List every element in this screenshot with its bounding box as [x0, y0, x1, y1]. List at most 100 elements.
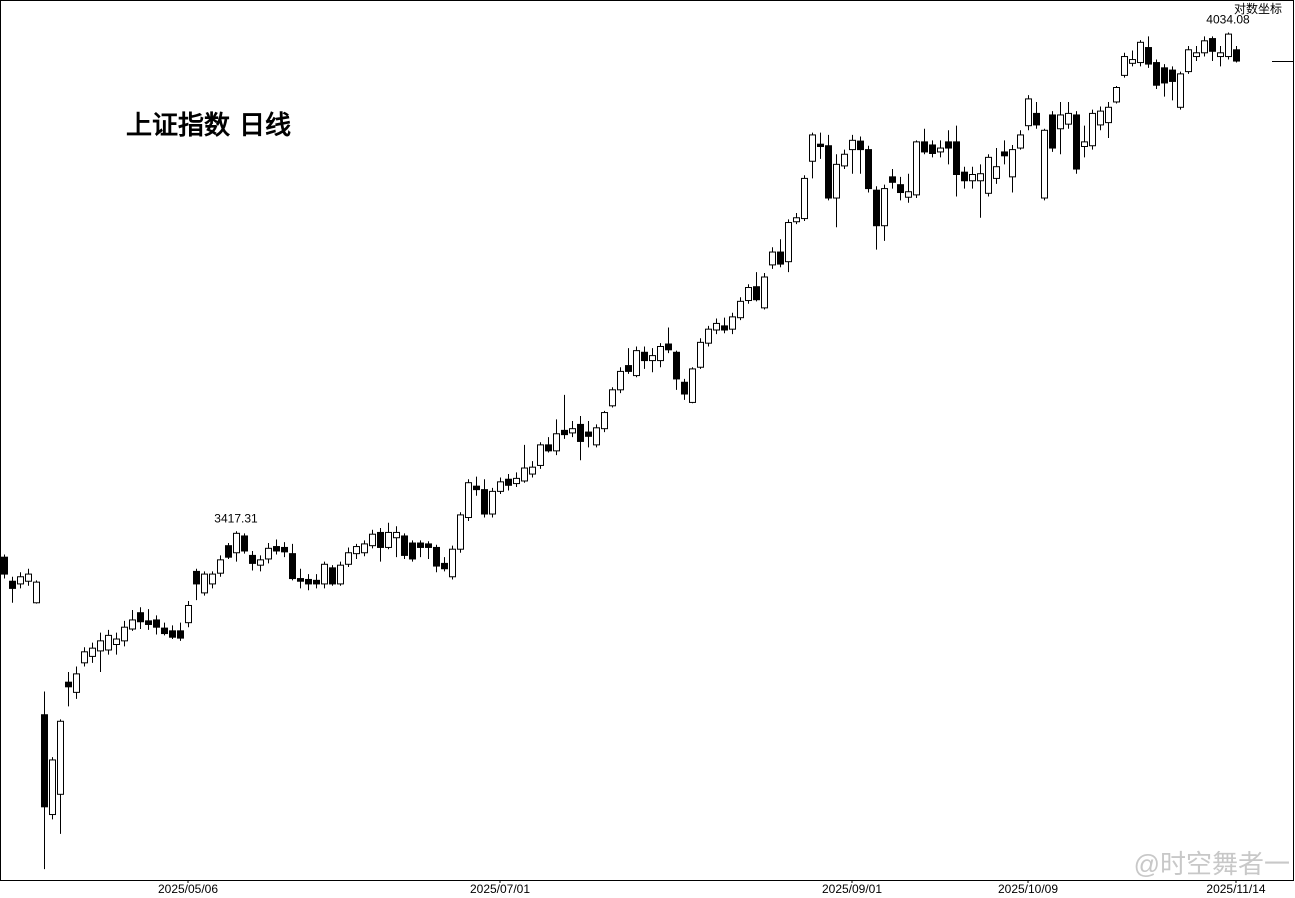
candle-body	[137, 612, 144, 623]
candle-body	[89, 647, 96, 657]
candle-body	[697, 341, 704, 368]
candle-body	[1169, 69, 1176, 82]
candle-body	[113, 638, 120, 645]
candle-body	[729, 316, 736, 330]
candle-body	[833, 163, 840, 199]
candle-body	[1105, 106, 1112, 124]
candle-body	[1145, 47, 1152, 65]
candle-body	[233, 532, 240, 554]
candle-body	[353, 546, 360, 555]
candle-body	[529, 466, 536, 475]
x-tick-label: 2025/09/01	[822, 882, 882, 896]
candle-body	[265, 547, 272, 560]
candle-body	[281, 546, 288, 553]
candle-body	[73, 673, 80, 693]
candle-body	[577, 423, 584, 442]
candle-body	[841, 153, 848, 167]
candle-body	[377, 531, 384, 548]
candle-body	[169, 630, 176, 638]
candle-body	[969, 173, 976, 182]
candle-body	[1225, 33, 1232, 58]
candle-body	[657, 345, 664, 362]
candle-body	[1097, 110, 1104, 126]
candle-body	[57, 720, 64, 795]
candle-body	[993, 166, 1000, 179]
candle-body	[601, 412, 608, 430]
candle-body	[465, 482, 472, 519]
candle-body	[977, 173, 984, 182]
candle-body	[641, 351, 648, 362]
candle-body	[1073, 114, 1080, 170]
candle-body	[217, 559, 224, 574]
candle-body	[857, 140, 864, 151]
candle-body	[633, 350, 640, 377]
candle-body	[457, 514, 464, 550]
candle-body	[1025, 98, 1032, 127]
candle-body	[913, 141, 920, 196]
candle-body	[497, 481, 504, 492]
candle-body	[473, 485, 480, 491]
candle-body	[793, 217, 800, 223]
candle-body	[545, 444, 552, 452]
candle-body	[417, 542, 424, 548]
candle-body	[617, 370, 624, 391]
x-tick-label: 2025/07/01	[470, 882, 530, 896]
candle-body	[385, 531, 392, 548]
candle-body	[649, 355, 656, 362]
candle-body	[1177, 73, 1184, 108]
candle-body	[1209, 38, 1216, 52]
candle-body	[161, 627, 168, 635]
candle-body	[937, 147, 944, 153]
candle-body	[97, 640, 104, 652]
candle-body	[41, 714, 48, 808]
candle-body	[873, 189, 880, 227]
candle-body	[1153, 62, 1160, 86]
candle-body	[361, 543, 368, 554]
candle-body	[665, 343, 672, 351]
candle-body	[201, 573, 208, 594]
candle-body	[1161, 67, 1168, 84]
candle-body	[1057, 114, 1064, 130]
candle-body	[921, 141, 928, 153]
candle-body	[673, 351, 680, 380]
candle-body	[769, 251, 776, 266]
candle-body	[1089, 112, 1096, 147]
candle-body	[433, 546, 440, 567]
candle-body	[401, 535, 408, 556]
candle-body	[481, 489, 488, 515]
candle-body	[1217, 52, 1224, 58]
candle-body	[1033, 112, 1040, 126]
candle-body	[289, 553, 296, 580]
candle-body	[817, 143, 824, 148]
candle-body	[585, 431, 592, 437]
candle-body	[393, 531, 400, 539]
candle-body	[1113, 87, 1120, 103]
candle-body	[849, 139, 856, 151]
high-annotation: 3417.31	[214, 511, 258, 525]
scale-label: 对数坐标	[1234, 1, 1282, 16]
candle-body	[1017, 134, 1024, 149]
candle-body	[249, 554, 256, 564]
candle-body	[505, 478, 512, 486]
candle-body	[81, 651, 88, 664]
watermark: @时空舞者一	[1134, 849, 1290, 879]
candle-body	[409, 542, 416, 560]
candle-body	[865, 149, 872, 190]
candle-body	[825, 145, 832, 199]
candle-body	[985, 156, 992, 194]
candle-body	[777, 251, 784, 265]
candle-body	[425, 543, 432, 548]
candle-body	[1201, 40, 1208, 54]
candle-body	[897, 184, 904, 194]
candle-body	[273, 546, 280, 552]
candle-body	[129, 619, 136, 630]
candle-body	[1121, 56, 1128, 76]
candle-body	[1, 556, 8, 575]
candle-body	[337, 564, 344, 585]
candle-body	[1081, 141, 1088, 148]
candle-body	[1137, 41, 1144, 64]
candle-body	[1233, 49, 1240, 62]
candle-body	[745, 287, 752, 302]
candle-body	[1041, 129, 1048, 199]
candle-body	[257, 559, 264, 566]
